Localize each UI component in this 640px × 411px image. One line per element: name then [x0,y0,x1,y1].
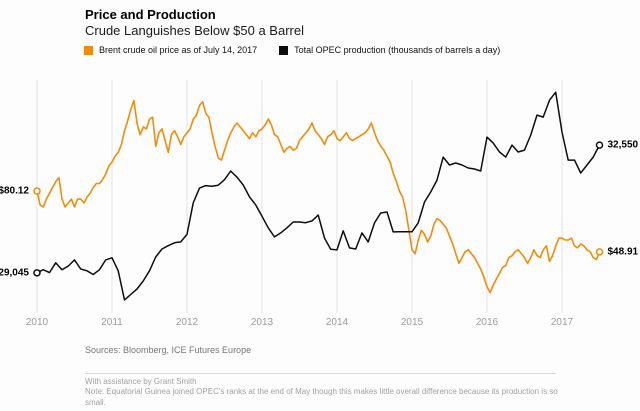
page-subtitle: Crude Languishes Below $50 a Barrel [85,23,304,38]
note-text: Note: Equatorial Guinea joined OPEC's ra… [85,387,558,407]
brent-start-label: $80.12 [0,185,29,197]
series-1-start-marker-icon [33,269,41,277]
series-0-start-marker-icon [33,187,41,195]
series-line-1 [36,91,601,301]
legend-label-brent: Brent crude oil price as of July 14, 201… [99,45,258,55]
assistance-text: With assistance by Grant Smith [85,377,197,386]
legend-item-opec: Total OPEC production (thousands of barr… [279,45,500,55]
series-1-end-marker-icon [595,141,604,149]
brent-swatch-icon [84,45,93,55]
footer-divider [85,373,556,374]
legend-item-brent: Brent crude oil price as of July 14, 201… [84,45,257,55]
opec-end-label: 32,550 [607,139,639,151]
brent-end-label: $48.91 [607,246,639,258]
opec-swatch-icon [279,45,289,55]
series-0-end-marker-icon [595,248,604,256]
sources-text: Sources: Bloomberg, ICE Futures Europe [85,345,252,355]
series-line-0 [36,99,601,294]
legend: Brent crude oil price as of July 14, 201… [84,45,500,55]
legend-label-opec: Total OPEC production (thousands of barr… [294,45,501,55]
page-title: Price and Production [85,7,216,22]
chart-header: Price and Production Crude Languishes Be… [85,7,304,39]
opec-start-label: 29,045 [0,267,29,279]
